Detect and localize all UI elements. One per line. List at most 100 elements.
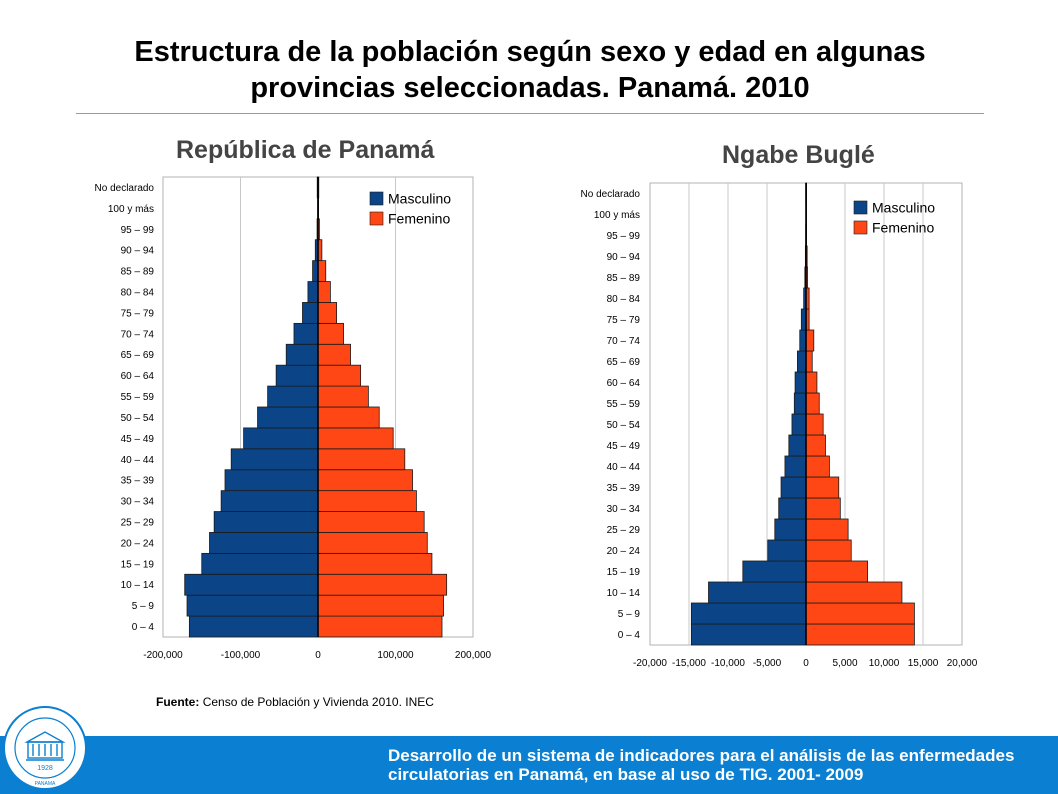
age-group-label: 40 – 44 [607,462,641,473]
age-group-label: No declarado [95,183,155,194]
bar-female [317,343,351,366]
bar-female [317,490,417,512]
age-group-label: 65 – 69 [121,350,155,361]
bar-female [805,623,915,646]
age-group-label: 70 – 74 [121,329,155,340]
bar-male [184,573,319,596]
legend-swatch-male [369,191,384,206]
seal-place: PANAMA [35,781,56,787]
age-group-label: 55 – 59 [607,399,641,410]
footer-text: Desarrollo de un sistema de indicadores … [388,746,1015,784]
bar-male [767,539,807,562]
age-group-label: 95 – 99 [607,231,641,242]
bar-male [201,552,319,575]
source-text: Censo de Población y Vivienda 2010. INEC [202,695,434,709]
age-group-label: 100 y más [108,204,154,215]
bar-male [784,455,807,478]
x-tick-label: -15,000 [672,658,706,669]
bar-female [805,581,903,604]
x-tick-label: -100,000 [221,650,261,661]
legend-label: Masculino [872,200,935,216]
source-label: Fuente: [156,695,200,709]
age-group-label: 50 – 54 [121,413,155,424]
bar-female [805,539,852,562]
bar-female [317,385,369,408]
age-group-label: 85 – 89 [607,273,641,284]
bar-male [793,392,807,415]
bar-male [213,511,319,533]
legend-label: Masculino [388,191,451,207]
bar-male [293,322,319,345]
bar-male [780,476,807,499]
x-tick-label: -200,000 [143,650,183,661]
bar-male [257,406,319,429]
age-group-label: 70 – 74 [607,336,641,347]
legend-label: Femenino [388,211,450,227]
bar-female [317,427,394,450]
institute-seal-logo: 1928 PANAMA [3,706,87,790]
pyramid-chart-panama: -200,000 -100,000 0 100,000 200,000 0 – 4 5 – … [95,176,492,661]
pyramid-charts: -200,000 -100,000 0 100,000 200,000 0 – 4 5 – … [95,176,978,669]
age-group-label: 95 – 99 [121,225,155,236]
age-group-label: 50 – 54 [607,420,641,431]
pyramid-chart-ngabe: -20,000 -15,000 -10,000 -5,000 0 5,000 10,000 1… [581,182,978,669]
bar-female [805,455,830,478]
bar-male [791,413,807,436]
bar-male [742,560,807,583]
age-group-label: 60 – 64 [607,378,641,389]
age-group-label: 0 – 4 [618,630,641,641]
bar-male [209,532,319,554]
bar-male [307,281,319,303]
bar-female [805,476,840,499]
age-group-label: 45 – 49 [607,441,641,452]
footer-bar: Desarrollo de un sistema de indicadores … [0,736,1058,794]
bar-female [317,364,362,387]
bar-female [805,329,815,352]
age-group-label: 35 – 39 [121,476,155,487]
age-group-label: No declarado [581,189,641,200]
source-note: Fuente: Censo de Población y Vivienda 20… [156,695,434,709]
bar-male [797,350,807,373]
bar-female [805,497,841,520]
bar-female [317,594,444,617]
bar-male [778,497,807,520]
legend-label: Femenino [872,220,934,236]
bar-male [302,302,319,324]
bar-male [794,371,807,394]
age-group-label: 15 – 19 [121,559,155,570]
age-group-label: 10 – 14 [607,588,641,599]
bar-female [317,469,413,492]
bar-female [805,434,826,457]
title-divider [76,113,984,114]
age-group-label: 80 – 84 [607,294,641,305]
x-tick-label: -5,000 [753,658,782,669]
x-tick-label: 5,000 [832,658,857,669]
age-group-label: 65 – 69 [607,357,641,368]
bar-male [186,594,319,617]
age-group-label: 55 – 59 [121,392,155,403]
age-group-label: 10 – 14 [121,580,155,591]
age-group-label: 100 y más [594,210,640,221]
legend-swatch-female [853,220,868,235]
bar-male [774,518,807,541]
bar-male [275,364,319,387]
bar-female [317,511,425,533]
bar-female [805,560,869,583]
x-tick-label: 20,000 [947,658,978,669]
bar-male [788,434,807,457]
bar-female [805,350,813,373]
bar-male [224,469,319,492]
age-group-label: 5 – 9 [132,601,155,612]
x-tick-label: -10,000 [711,658,745,669]
bar-male [220,490,319,512]
bar-male [188,615,319,638]
x-tick-label: 0 [803,658,809,669]
age-group-label: 90 – 94 [121,246,155,257]
x-tick-label: -20,000 [633,658,667,669]
bar-female [317,302,338,324]
age-group-label: 60 – 64 [121,371,155,382]
bar-female [317,281,331,303]
age-group-label: 75 – 79 [607,315,641,326]
age-group-label: 0 – 4 [132,622,155,633]
x-tick-label: 10,000 [869,658,900,669]
